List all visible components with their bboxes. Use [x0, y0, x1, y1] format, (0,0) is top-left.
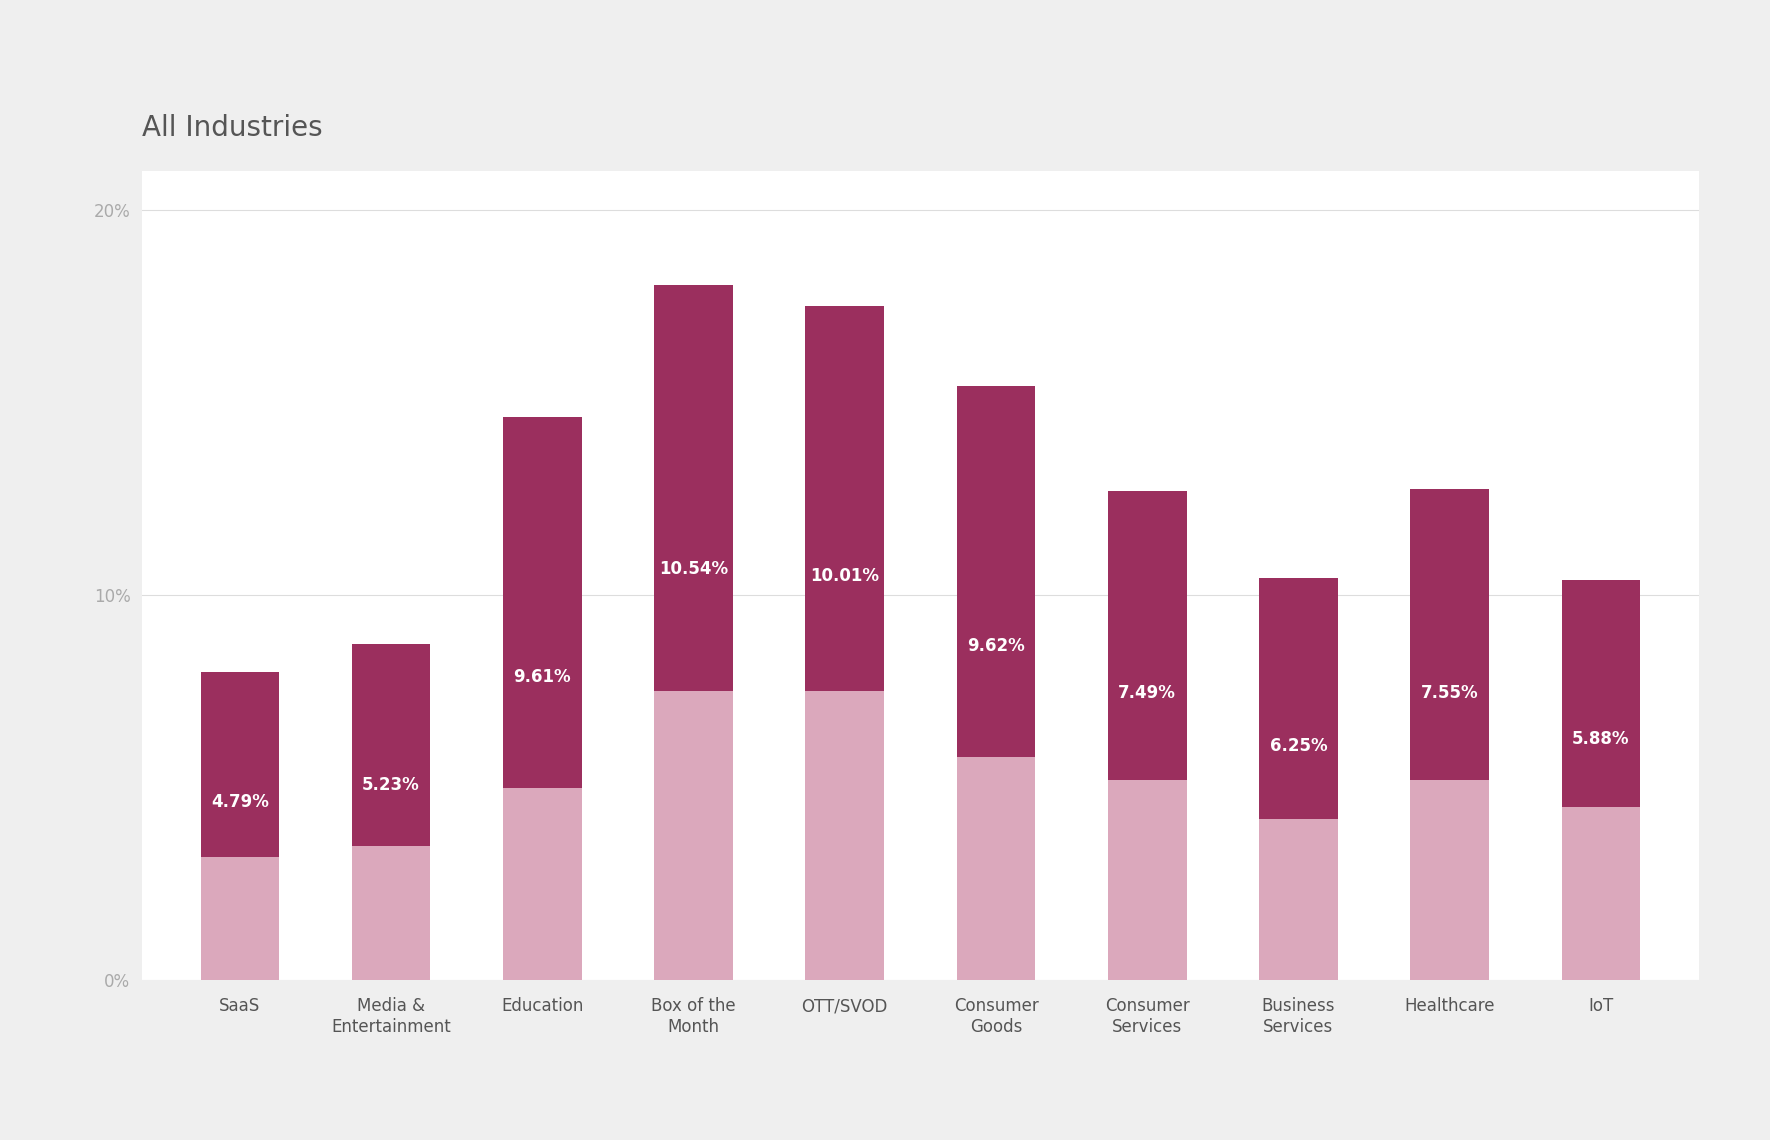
Bar: [503, 788, 582, 980]
Text: 7.55%: 7.55%: [1421, 684, 1478, 702]
Bar: [655, 691, 733, 980]
Bar: [352, 846, 430, 980]
Text: All Industries: All Industries: [142, 114, 322, 142]
Bar: [1561, 580, 1641, 807]
Bar: [1108, 491, 1186, 780]
Bar: [200, 857, 280, 980]
Bar: [958, 386, 1035, 757]
Bar: [1258, 819, 1338, 980]
Text: 9.61%: 9.61%: [513, 668, 572, 685]
Text: 7.49%: 7.49%: [1119, 684, 1177, 702]
Bar: [1411, 780, 1489, 980]
Text: 5.23%: 5.23%: [363, 776, 419, 795]
Bar: [1258, 578, 1338, 819]
Text: 9.62%: 9.62%: [966, 636, 1025, 654]
Text: 5.88%: 5.88%: [1572, 730, 1630, 748]
Bar: [503, 417, 582, 788]
Bar: [655, 285, 733, 691]
Bar: [805, 691, 883, 980]
Bar: [352, 644, 430, 846]
Bar: [805, 306, 883, 691]
Text: 4.79%: 4.79%: [211, 792, 269, 811]
Text: 6.25%: 6.25%: [1269, 738, 1328, 756]
Text: 10.54%: 10.54%: [658, 561, 727, 578]
Text: 10.01%: 10.01%: [811, 567, 880, 585]
Bar: [1108, 780, 1186, 980]
Bar: [958, 757, 1035, 980]
Bar: [200, 673, 280, 857]
Bar: [1411, 489, 1489, 780]
Bar: [1561, 807, 1641, 980]
